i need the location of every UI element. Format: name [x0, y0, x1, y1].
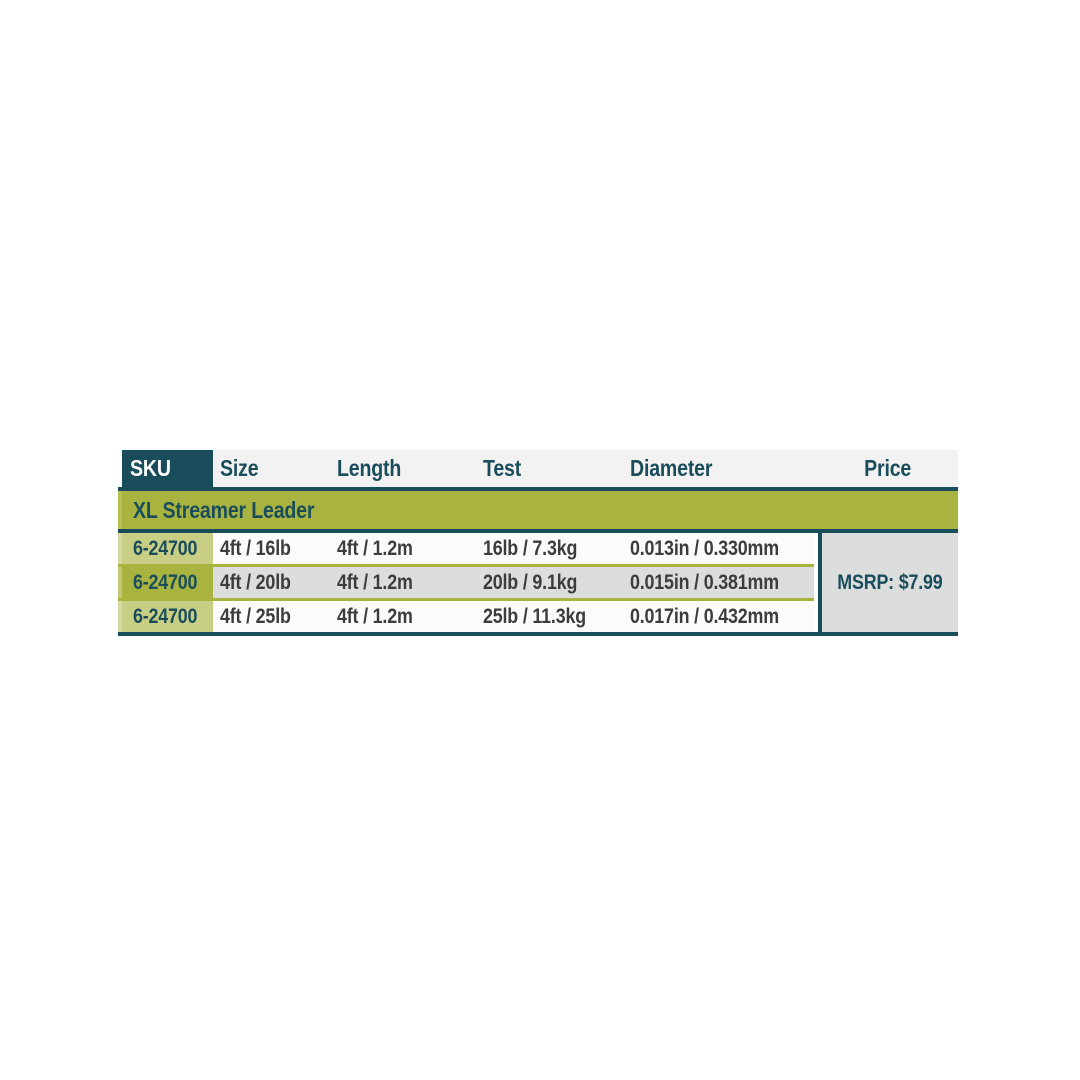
header-label-sku: SKU	[130, 455, 171, 481]
header-separator-line	[118, 487, 958, 491]
test-value: 16lb / 7.3kg	[483, 536, 578, 560]
size-cell: 4ft / 16lb	[213, 533, 330, 564]
table-header-row: SKU Size Length Test Diameter Price	[122, 450, 958, 487]
test-cell: 25lb / 11.3kg	[476, 601, 623, 632]
row-separator	[118, 564, 814, 567]
sku-value: 6-24700	[133, 536, 198, 560]
row-separator	[118, 598, 814, 601]
header-cell-length: Length	[330, 450, 476, 487]
length-value: 4ft / 1.2m	[337, 604, 413, 628]
table-row: 6-24700 4ft / 20lb 4ft / 1.2m 20lb / 9.1…	[118, 567, 814, 598]
diameter-cell: 0.013in / 0.330mm	[623, 533, 814, 564]
diameter-value: 0.013in / 0.330mm	[630, 536, 779, 560]
header-label-price: Price	[864, 455, 912, 481]
header-cell-diameter: Diameter	[623, 450, 818, 487]
test-cell: 20lb / 9.1kg	[476, 567, 623, 598]
sku-value: 6-24700	[133, 604, 198, 628]
spec-table: SKU Size Length Test Diameter Price XL S…	[118, 450, 958, 636]
price-value: MSRP: $7.99	[837, 570, 943, 594]
header-label-size: Size	[220, 455, 259, 481]
table-row: 6-24700 4ft / 25lb 4ft / 1.2m 25lb / 11.…	[118, 601, 814, 632]
header-cell-sku: SKU	[122, 450, 213, 487]
test-cell: 16lb / 7.3kg	[476, 533, 623, 564]
length-cell: 4ft / 1.2m	[330, 601, 476, 632]
price-cell: MSRP: $7.99	[818, 533, 958, 632]
header-label-length: Length	[337, 455, 402, 481]
test-value: 20lb / 9.1kg	[483, 570, 578, 594]
table-bottom-border	[118, 632, 958, 636]
diameter-value: 0.017in / 0.432mm	[630, 604, 779, 628]
header-label-test: Test	[483, 455, 522, 481]
diameter-cell: 0.015in / 0.381mm	[623, 567, 814, 598]
header-cell-test: Test	[476, 450, 623, 487]
size-value: 4ft / 25lb	[220, 604, 291, 628]
size-cell: 4ft / 20lb	[213, 567, 330, 598]
size-value: 4ft / 20lb	[220, 570, 291, 594]
diameter-cell: 0.017in / 0.432mm	[623, 601, 814, 632]
header-cell-price: Price	[818, 450, 958, 487]
sku-value: 6-24700	[133, 570, 198, 594]
length-value: 4ft / 1.2m	[337, 536, 413, 560]
diameter-value: 0.015in / 0.381mm	[630, 570, 779, 594]
length-cell: 4ft / 1.2m	[330, 567, 476, 598]
length-value: 4ft / 1.2m	[337, 570, 413, 594]
sku-cell: 6-24700	[118, 567, 213, 598]
sku-cell: 6-24700	[118, 601, 213, 632]
size-cell: 4ft / 25lb	[213, 601, 330, 632]
sku-cell: 6-24700	[118, 533, 213, 564]
table-body: 6-24700 4ft / 16lb 4ft / 1.2m 16lb / 7.3…	[118, 533, 958, 632]
size-value: 4ft / 16lb	[220, 536, 291, 560]
header-label-diameter: Diameter	[630, 455, 713, 481]
table-row: 6-24700 4ft / 16lb 4ft / 1.2m 16lb / 7.3…	[118, 533, 814, 564]
length-cell: 4ft / 1.2m	[330, 533, 476, 564]
band-separator-line	[118, 529, 958, 533]
test-value: 25lb / 11.3kg	[483, 604, 586, 628]
group-band-label: XL Streamer Leader	[133, 496, 315, 523]
header-cell-size: Size	[213, 450, 330, 487]
group-band: XL Streamer Leader	[118, 491, 958, 529]
